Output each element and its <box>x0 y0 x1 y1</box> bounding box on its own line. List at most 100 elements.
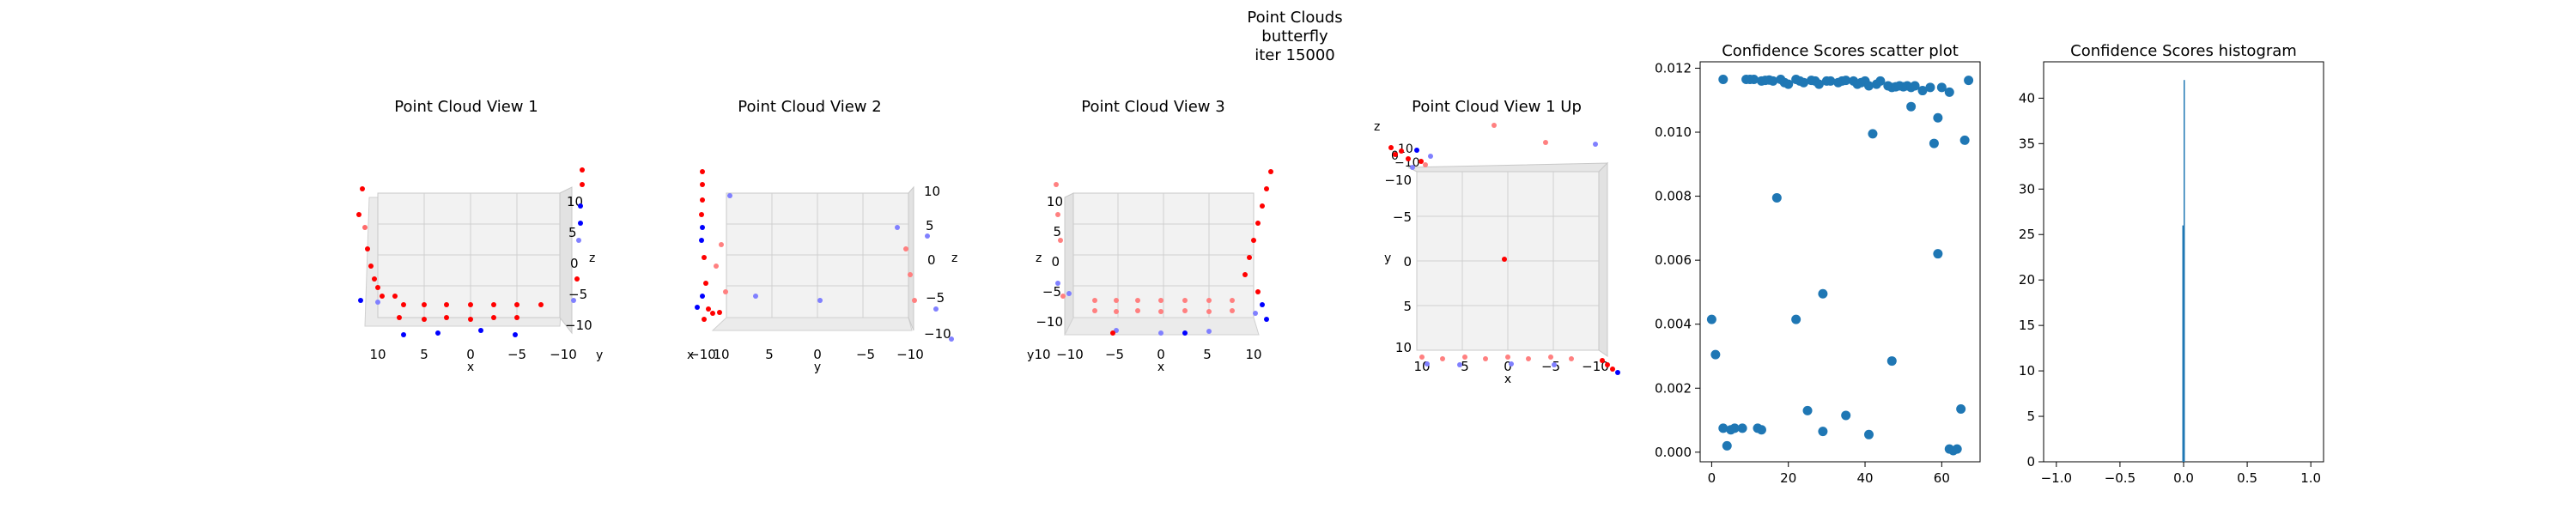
histogram-y-tick-label: 15 <box>2019 318 2035 333</box>
scatter-point <box>1718 423 1728 433</box>
point <box>1388 145 1394 150</box>
point <box>1055 281 1060 286</box>
point <box>513 332 518 337</box>
scatter-point <box>1818 427 1828 437</box>
view-2-h-tick-5: −10 <box>896 347 924 362</box>
point <box>1253 311 1258 316</box>
point <box>1483 356 1488 361</box>
point <box>1419 159 1424 164</box>
histogram-y-tick-label: 5 <box>2026 409 2035 424</box>
scatter-title: Confidence Scores scatter plot <box>1722 42 1959 60</box>
point <box>702 255 707 260</box>
point <box>571 298 576 303</box>
point <box>1158 330 1163 336</box>
view-2-grid <box>726 193 908 318</box>
view-4-v-tick-4: 5 <box>1403 299 1412 314</box>
view-4-v-tick-2: −5 <box>1393 209 1412 225</box>
point-cloud-view-1: Point Cloud View 1 10 5 0 −5 −10 x 10 5 … <box>356 98 603 374</box>
point <box>1206 309 1212 314</box>
point <box>1264 317 1269 322</box>
point <box>1158 309 1163 314</box>
view-4-grid <box>1417 172 1599 350</box>
view-2-side-pane <box>908 185 914 331</box>
point <box>1414 148 1419 153</box>
histogram-x-tick-label: −1.0 <box>2041 470 2072 486</box>
point <box>1247 255 1252 260</box>
scatter-point <box>1841 410 1851 421</box>
scatter-point <box>1925 82 1935 93</box>
view-4-vertical-label: y <box>1384 251 1391 265</box>
point <box>1206 298 1212 303</box>
point <box>1058 238 1063 243</box>
view-1-depth-label: y <box>596 348 603 362</box>
view-2-v-tick-5: −10 <box>924 326 951 342</box>
point <box>700 197 705 203</box>
histogram-y-tick-label: 25 <box>2019 227 2035 242</box>
point <box>1268 169 1273 174</box>
point <box>700 169 705 174</box>
point <box>1406 156 1411 161</box>
point <box>1264 186 1269 191</box>
point <box>1428 154 1433 159</box>
point <box>422 317 427 322</box>
scatter-x-tick-label: 20 <box>1780 470 1796 486</box>
point <box>753 294 758 299</box>
point <box>368 264 374 269</box>
point <box>401 332 406 337</box>
point <box>1502 257 1507 262</box>
scatter-point <box>1936 82 1947 93</box>
point <box>375 285 380 290</box>
view-4-h-tick-2: 5 <box>1461 359 1469 374</box>
point <box>580 182 585 187</box>
scatter-point <box>1929 138 1939 148</box>
scatter-point <box>1964 76 1974 86</box>
point <box>1593 142 1598 147</box>
view-2-vertical-label: z <box>951 251 957 265</box>
view-4-v-tick-3: 0 <box>1403 254 1412 270</box>
suptitle-line-3: iter 15000 <box>1255 46 1335 64</box>
view-4-v-tick-1: −10 <box>1384 173 1412 188</box>
view-1-v-tick-3: 0 <box>570 256 579 271</box>
point <box>1543 140 1548 145</box>
point <box>1600 358 1605 363</box>
scatter-point <box>1768 76 1778 86</box>
view-3-horizontal-ticks: −10 −5 0 5 10 <box>1056 347 1261 362</box>
view-4-horizontal-label: x <box>1504 373 1511 386</box>
histogram-x-tick-label: 0.0 <box>2173 470 2194 486</box>
scatter-y-tick-label: 0.004 <box>1655 317 1692 332</box>
histogram-title: Confidence Scores histogram <box>2070 42 2297 60</box>
point <box>1255 221 1261 226</box>
point <box>695 305 700 310</box>
point <box>578 221 583 226</box>
view-1-horizontal-ticks: 10 5 0 −5 −10 <box>369 347 576 362</box>
point <box>1610 367 1615 372</box>
point <box>1110 330 1115 336</box>
scatter-y-tick-label: 0.002 <box>1655 380 1692 396</box>
histogram-y-tick-label: 35 <box>2019 136 2035 151</box>
scatter-point <box>1756 425 1766 435</box>
point <box>1242 272 1248 277</box>
view-1-h-tick-1: 10 <box>369 347 386 362</box>
scatter-point <box>1944 87 1954 97</box>
point <box>1457 362 1462 367</box>
view-2-title: Point Cloud View 2 <box>738 98 881 116</box>
view-3-v-tick-1: 10 <box>1047 194 1063 209</box>
point <box>576 238 581 243</box>
view-2-floor-pane <box>711 317 913 331</box>
scatter-point <box>1710 349 1721 360</box>
histogram-y-tick-label: 40 <box>2019 90 2035 106</box>
view-3-vertical-label: z <box>1036 251 1042 265</box>
view-3-v-tick-3: 0 <box>1051 254 1060 270</box>
histogram-y-tick-label: 30 <box>2019 181 2035 197</box>
view-3-points <box>1054 169 1273 336</box>
scatter-point <box>1933 249 1943 259</box>
view-2-v-tick-1: 10 <box>924 184 940 199</box>
point <box>1410 165 1415 170</box>
view-2-h-tick-1: 10 <box>713 347 729 362</box>
point <box>1054 182 1059 187</box>
point <box>1182 330 1188 336</box>
view-3-grid <box>1073 193 1254 318</box>
point <box>401 302 406 307</box>
scatter-point <box>1722 440 1732 451</box>
scatter-x-tick-label: 0 <box>1708 470 1716 486</box>
